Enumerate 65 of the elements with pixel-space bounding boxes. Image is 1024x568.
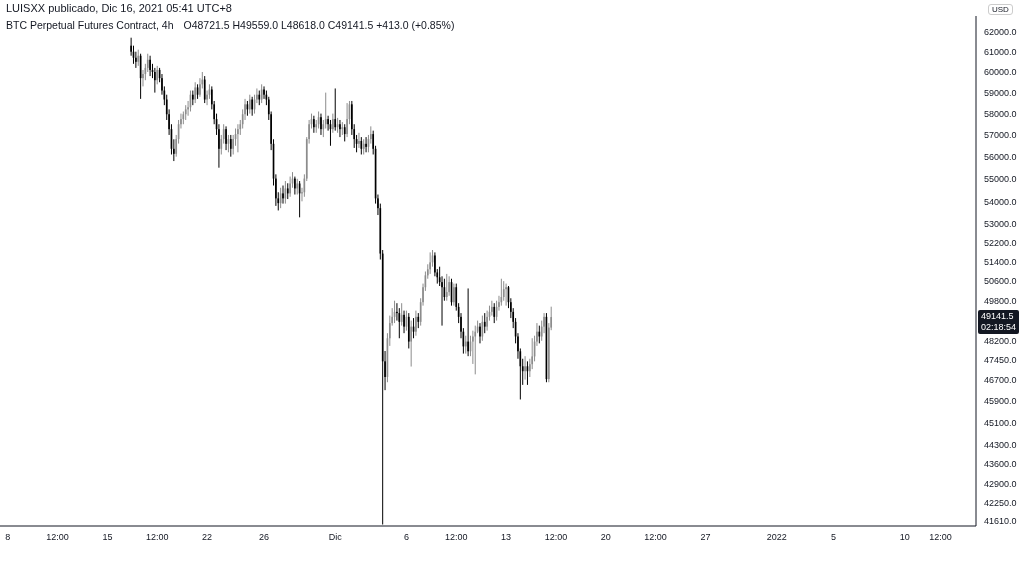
x-tick-label: 12:00 bbox=[46, 532, 69, 543]
y-tick-label: 55000.0 bbox=[984, 173, 1017, 184]
y-tick-label: 46700.0 bbox=[984, 374, 1017, 385]
x-tick-label: 20 bbox=[600, 532, 611, 543]
y-tick-label: 42250.0 bbox=[984, 497, 1017, 508]
y-tick-label: 42900.0 bbox=[984, 478, 1017, 489]
candlestick bbox=[203, 75, 206, 104]
candlestick bbox=[251, 96, 253, 117]
candlestick bbox=[524, 355, 526, 381]
x-tick-label: 5 bbox=[831, 532, 837, 543]
x-tick-label: 12:00 bbox=[444, 532, 468, 543]
y-tick-label: 50600.0 bbox=[984, 276, 1017, 287]
y-tick-label: 45100.0 bbox=[984, 417, 1017, 428]
y-tick-label: 41610.0 bbox=[984, 516, 1017, 527]
chart-title: BTC Perpetual Futures Contract, 4h bbox=[6, 19, 174, 31]
text: 49141.5 bbox=[981, 311, 1015, 323]
x-tick-label: 10 bbox=[899, 532, 910, 543]
candlestick bbox=[448, 275, 450, 297]
candlestick bbox=[491, 300, 493, 317]
text: 02:18:54 bbox=[981, 322, 1017, 334]
y-tick-label: 56000.0 bbox=[984, 151, 1017, 162]
x-tick-label: 2022 bbox=[766, 532, 787, 543]
x-tick-label: 22 bbox=[202, 532, 213, 543]
y-tick-label: 60000.0 bbox=[984, 67, 1017, 78]
candlestick bbox=[346, 102, 348, 138]
candlestick bbox=[398, 307, 401, 339]
x-tick-label: 6 bbox=[403, 532, 409, 543]
x-tick-label: 15 bbox=[102, 532, 113, 543]
x-tick-label: 12:00 bbox=[644, 532, 667, 543]
x-tick-label: 26 bbox=[259, 532, 270, 543]
candlestick bbox=[332, 113, 334, 134]
x-tick-label: 12:00 bbox=[544, 532, 568, 543]
candlestick bbox=[486, 310, 488, 332]
y-tick-label: 44300.0 bbox=[984, 439, 1017, 450]
x-tick-label: 12:00 bbox=[929, 532, 952, 543]
y-tick-label: 52200.0 bbox=[984, 238, 1017, 249]
y-tick-label: 57000.0 bbox=[984, 130, 1017, 141]
x-tick-label: 12:00 bbox=[145, 532, 169, 543]
y-tick-label: 58000.0 bbox=[984, 108, 1017, 119]
y-tick-label: 53000.0 bbox=[984, 219, 1017, 230]
x-tick-label: Dic bbox=[328, 532, 343, 543]
x-tick-label: 27 bbox=[700, 532, 711, 543]
candlestick bbox=[192, 90, 194, 106]
y-tick-label: 43600.0 bbox=[984, 459, 1017, 470]
candlestick bbox=[505, 283, 507, 307]
y-tick-label: 45900.0 bbox=[984, 396, 1017, 407]
candlestick bbox=[358, 132, 360, 149]
y-axis-title: USD bbox=[988, 4, 1013, 15]
y-tick-label: 62000.0 bbox=[984, 26, 1017, 37]
y-tick-label: 54000.0 bbox=[984, 196, 1017, 207]
y-tick-label: 51400.0 bbox=[984, 257, 1017, 268]
candlestick bbox=[282, 185, 284, 205]
y-tick-label: 47450.0 bbox=[984, 355, 1017, 366]
y-tick-label: 59000.0 bbox=[984, 87, 1017, 98]
y-tick-label: 48200.0 bbox=[984, 336, 1017, 346]
x-tick-label: 8 bbox=[5, 532, 11, 543]
y-tick-label: 49800.0 bbox=[984, 295, 1017, 306]
candlestick bbox=[429, 251, 431, 275]
text: LUISXX publicado, Dic 16, 2021 05:41 UTC+8 bbox=[6, 2, 232, 14]
candlestick bbox=[453, 283, 455, 307]
x-tick-label: 13 bbox=[501, 532, 512, 543]
candlestick bbox=[410, 320, 412, 368]
candlestick bbox=[154, 67, 156, 94]
y-tick-label: 61000.0 bbox=[984, 46, 1017, 57]
annotation: O48721.5 H49559.0 L48618.0 C49141.5 +413.0 (+0.85%) bbox=[183, 19, 455, 31]
